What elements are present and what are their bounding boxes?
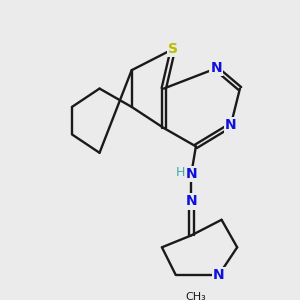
Text: N: N — [185, 194, 197, 208]
Text: N: N — [213, 268, 225, 282]
Text: H: H — [176, 166, 185, 179]
Text: N: N — [225, 118, 237, 132]
Text: N: N — [185, 167, 197, 181]
Text: N: N — [210, 61, 222, 75]
Text: S: S — [168, 42, 178, 56]
Text: CH₃: CH₃ — [185, 292, 206, 300]
